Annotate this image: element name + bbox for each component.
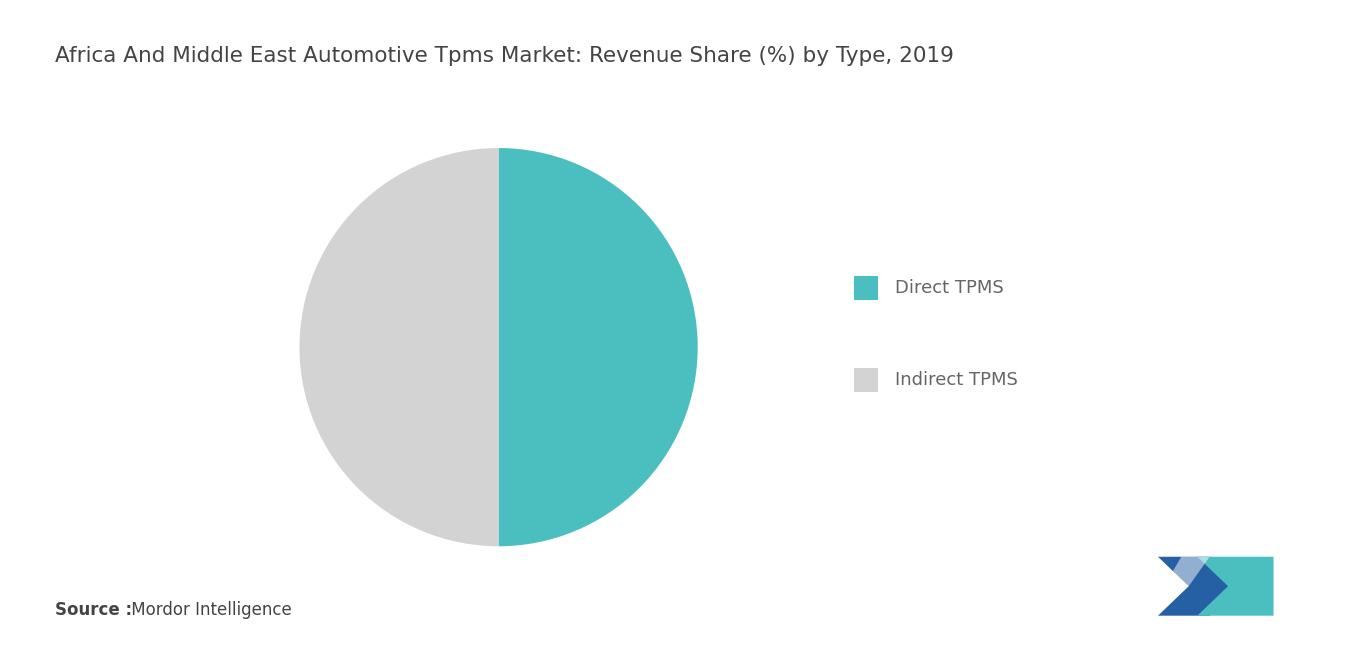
Text: Mordor Intelligence: Mordor Intelligence — [126, 601, 291, 619]
Text: Direct TPMS: Direct TPMS — [895, 279, 1004, 297]
Wedge shape — [499, 148, 698, 546]
Wedge shape — [299, 148, 499, 546]
Polygon shape — [1158, 557, 1240, 616]
Text: Indirect TPMS: Indirect TPMS — [895, 371, 1018, 389]
Text: Africa And Middle East Automotive Tpms Market: Revenue Share (%) by Type, 2019: Africa And Middle East Automotive Tpms M… — [55, 46, 953, 66]
Text: Source :: Source : — [55, 601, 131, 619]
Polygon shape — [1197, 557, 1273, 616]
Polygon shape — [1164, 557, 1210, 586]
